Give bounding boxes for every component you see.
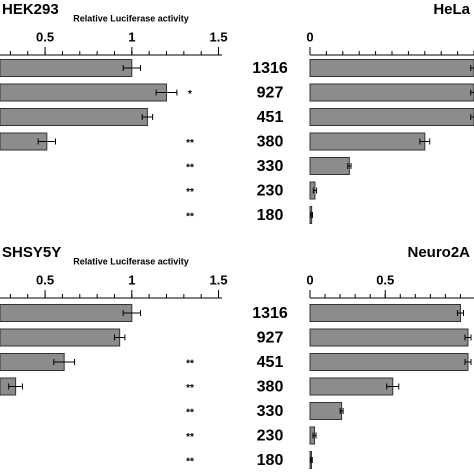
- error-bar: [122, 310, 141, 316]
- bar: [309, 353, 469, 371]
- panel-title: HEK293: [2, 1, 59, 18]
- error-bar: [141, 114, 154, 120]
- x-tick-label: 0: [306, 272, 313, 287]
- significance: **: [186, 163, 194, 174]
- bar: [309, 304, 461, 322]
- bar: [309, 108, 474, 126]
- panel-title: SHSY5Y: [2, 244, 61, 261]
- x-tick-label: 0.5: [36, 29, 54, 44]
- category-label: 330: [257, 158, 284, 175]
- significance: **: [186, 408, 194, 419]
- error-bar: [470, 114, 474, 120]
- category-label: 451: [257, 109, 284, 126]
- significance: **: [186, 457, 194, 468]
- error-bar: [419, 138, 431, 145]
- significance: *: [188, 89, 192, 100]
- significance: **: [186, 359, 194, 370]
- category-label: 230: [257, 183, 284, 200]
- category-label: 451: [257, 354, 284, 371]
- error-bar: [310, 457, 313, 463]
- error-bar: [456, 310, 464, 316]
- category-label: 927: [257, 85, 284, 102]
- bar: [309, 377, 394, 396]
- error-bar: [464, 334, 472, 341]
- category-label: 180: [257, 452, 284, 469]
- error-bar: [122, 65, 141, 71]
- error-bar: [312, 187, 318, 194]
- error-bar: [312, 432, 317, 439]
- axis-label: Relative Luciferase activity: [73, 256, 189, 266]
- category-label: 927: [257, 330, 284, 347]
- x-tick-label: 1: [128, 272, 135, 287]
- bar: [309, 132, 426, 151]
- category-label: 1316: [252, 305, 288, 322]
- error-bar: [339, 408, 344, 414]
- bar: [0, 304, 133, 322]
- error-bar: [8, 383, 24, 390]
- category-label: 330: [257, 403, 284, 420]
- error-bar: [386, 383, 400, 390]
- significance: **: [186, 138, 194, 149]
- bar: [0, 108, 148, 126]
- error-bar: [53, 359, 76, 365]
- x-tick-label: 1.5: [209, 272, 227, 287]
- category-label: 380: [257, 134, 284, 151]
- error-bar: [310, 212, 313, 218]
- bar: [0, 328, 121, 347]
- significance: **: [186, 187, 194, 198]
- x-tick-label: 0: [306, 29, 313, 44]
- bar: [309, 59, 474, 77]
- category-label: 380: [257, 379, 284, 396]
- bar: [309, 157, 350, 175]
- significance: **: [186, 432, 194, 443]
- category-label: 180: [257, 207, 284, 224]
- error-bar: [113, 334, 126, 341]
- bar: [309, 402, 343, 420]
- category-label: 1316: [252, 60, 288, 77]
- x-tick-label: 1: [128, 29, 135, 44]
- bar: [309, 83, 474, 102]
- error-bar: [464, 359, 472, 365]
- axis-label: Relative Luciferase activity: [73, 13, 189, 23]
- significance: **: [186, 212, 194, 223]
- error-bar: [470, 65, 474, 71]
- error-bar: [347, 163, 352, 169]
- error-bar: [37, 138, 56, 145]
- x-tick-label: 0.5: [376, 272, 394, 287]
- bar: [0, 83, 167, 102]
- panel-title: HeLa: [433, 1, 470, 18]
- bar: [0, 59, 133, 77]
- panel-title: Neuro2A: [407, 244, 470, 261]
- category-label: 230: [257, 428, 284, 445]
- bar: [309, 328, 469, 347]
- x-tick-label: 0.5: [36, 272, 54, 287]
- error-bar: [470, 89, 474, 96]
- error-bar: [155, 89, 178, 96]
- significance: **: [186, 383, 194, 394]
- x-tick-label: 1.5: [209, 29, 227, 44]
